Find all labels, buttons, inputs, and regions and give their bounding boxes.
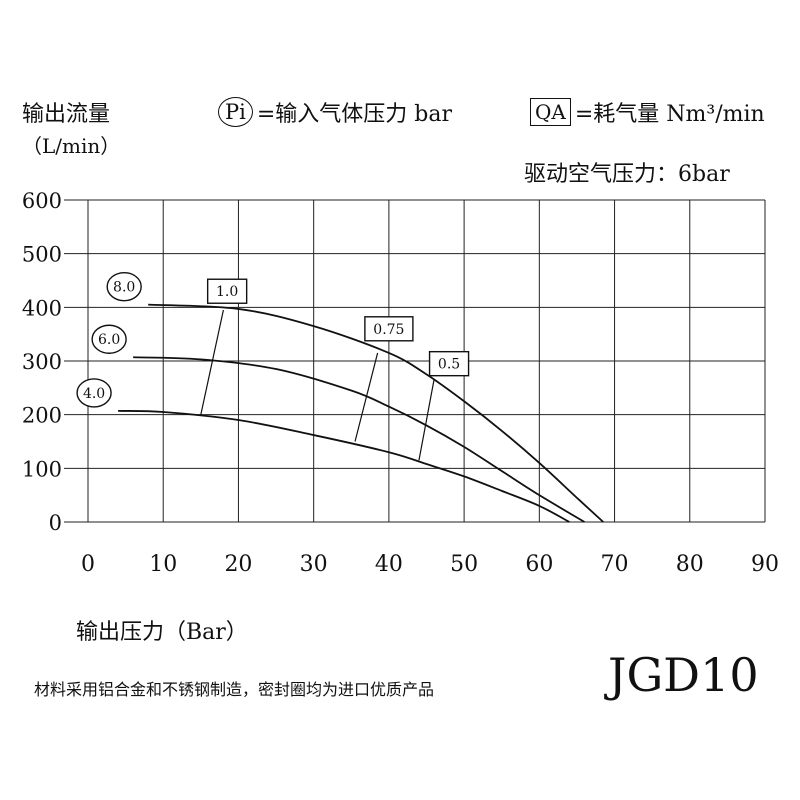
series-line-8.0 xyxy=(148,303,604,523)
footer-note: 材料采用铝合金和不锈钢制造，密封圈均为进口优质产品 xyxy=(34,680,435,699)
pi-legend-text: =输入气体压力 bar xyxy=(256,102,453,127)
qa-symbol: QA xyxy=(530,98,571,126)
series-label: 8.0 xyxy=(113,280,135,296)
series-label-circle xyxy=(106,271,142,302)
x-tick-label: 30 xyxy=(300,552,328,577)
drive-pressure-label: 驱动空气压力：6bar xyxy=(524,162,730,187)
y-axis-title: 输出流量 xyxy=(22,102,111,127)
model-name: JGD10 xyxy=(608,648,759,702)
x-tick-label: 20 xyxy=(224,552,252,577)
series-line-4.0 xyxy=(118,410,570,523)
qa-label-box xyxy=(206,278,248,304)
qa-label: 0.75 xyxy=(373,322,404,338)
y-tick-label: 500 xyxy=(22,243,62,267)
qa-label: 1.0 xyxy=(216,284,238,300)
chart-series-labels: 8.0 6.0 4.0 1.0 0.75 0.5 xyxy=(76,271,470,408)
chart-qa-lines xyxy=(200,309,435,461)
series-label-circle xyxy=(91,324,127,354)
series-label: 4.0 xyxy=(83,386,105,402)
series-label-circle xyxy=(76,378,112,408)
y-tick-label: 400 xyxy=(22,296,62,320)
series-label: 6.0 xyxy=(98,332,120,348)
y-axis-unit: （L/min） xyxy=(22,134,121,158)
y-tick-label: 0 xyxy=(49,511,62,535)
x-tick-label: 80 xyxy=(676,552,704,577)
y-tick-label: 100 xyxy=(22,457,62,481)
chart-tick-labels: 0 10 20 30 40 50 60 70 80 90 0 100 200 300 400 500 600 xyxy=(22,189,779,577)
x-tick-label: 0 xyxy=(81,552,95,577)
y-tick-label: 300 xyxy=(22,350,62,374)
x-tick-label: 40 xyxy=(375,552,403,577)
chart-grid xyxy=(64,199,766,523)
x-axis-title: 输出压力（Bar） xyxy=(76,620,248,645)
y-tick-label: 600 xyxy=(22,189,62,213)
pi-symbol: Pi xyxy=(218,97,253,127)
qa-line-0.5 xyxy=(418,379,435,461)
series-line-6.0 xyxy=(133,356,585,523)
qa-legend-text: =耗气量 Nm³/min xyxy=(574,102,765,127)
qa-label-box xyxy=(428,350,470,377)
chart-curves xyxy=(118,303,604,523)
qa-line-1.0 xyxy=(200,309,224,415)
legend-qa: QA =耗气量 Nm³/min xyxy=(530,96,765,128)
qa-label-box xyxy=(364,316,414,342)
x-tick-label: 90 xyxy=(751,552,779,577)
y-tick-label: 200 xyxy=(22,404,62,428)
qa-line-0.75 xyxy=(354,352,379,442)
x-tick-label: 10 xyxy=(149,552,177,577)
legend-pi: Pi =输入气体压力 bar xyxy=(218,96,452,128)
x-tick-label: 60 xyxy=(525,552,553,577)
x-tick-label: 50 xyxy=(450,552,478,577)
qa-label: 0.5 xyxy=(438,357,460,373)
x-tick-label: 70 xyxy=(601,552,629,577)
